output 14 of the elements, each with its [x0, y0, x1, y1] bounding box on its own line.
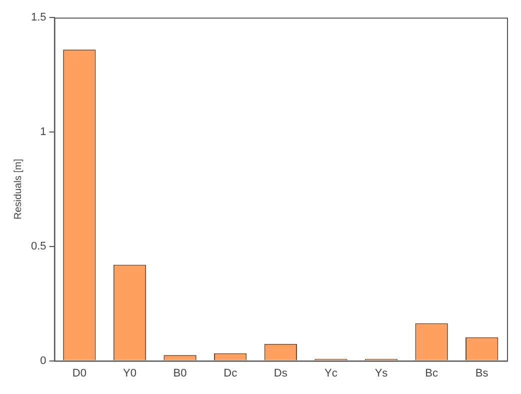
x-tick-label: Ys	[374, 367, 388, 380]
y-tick-label: 1.5	[30, 12, 46, 24]
x-tick-label: D0	[72, 367, 86, 380]
x-tick-label: Dc	[224, 367, 238, 380]
x-tick-label: Yc	[324, 367, 338, 380]
y-axis-title: Residuals [m]	[12, 158, 24, 220]
y-tick-label: 0	[40, 354, 46, 367]
x-tick-label: Y0	[123, 367, 136, 380]
x-tick-label: Ds	[274, 367, 288, 380]
x-tick-label: B0	[173, 367, 187, 380]
x-tick-label: Bc	[425, 367, 438, 380]
y-tick-label: 1	[40, 126, 46, 138]
y-tick-label: 0.5	[30, 240, 46, 252]
x-tick-label: Bs	[475, 367, 489, 380]
